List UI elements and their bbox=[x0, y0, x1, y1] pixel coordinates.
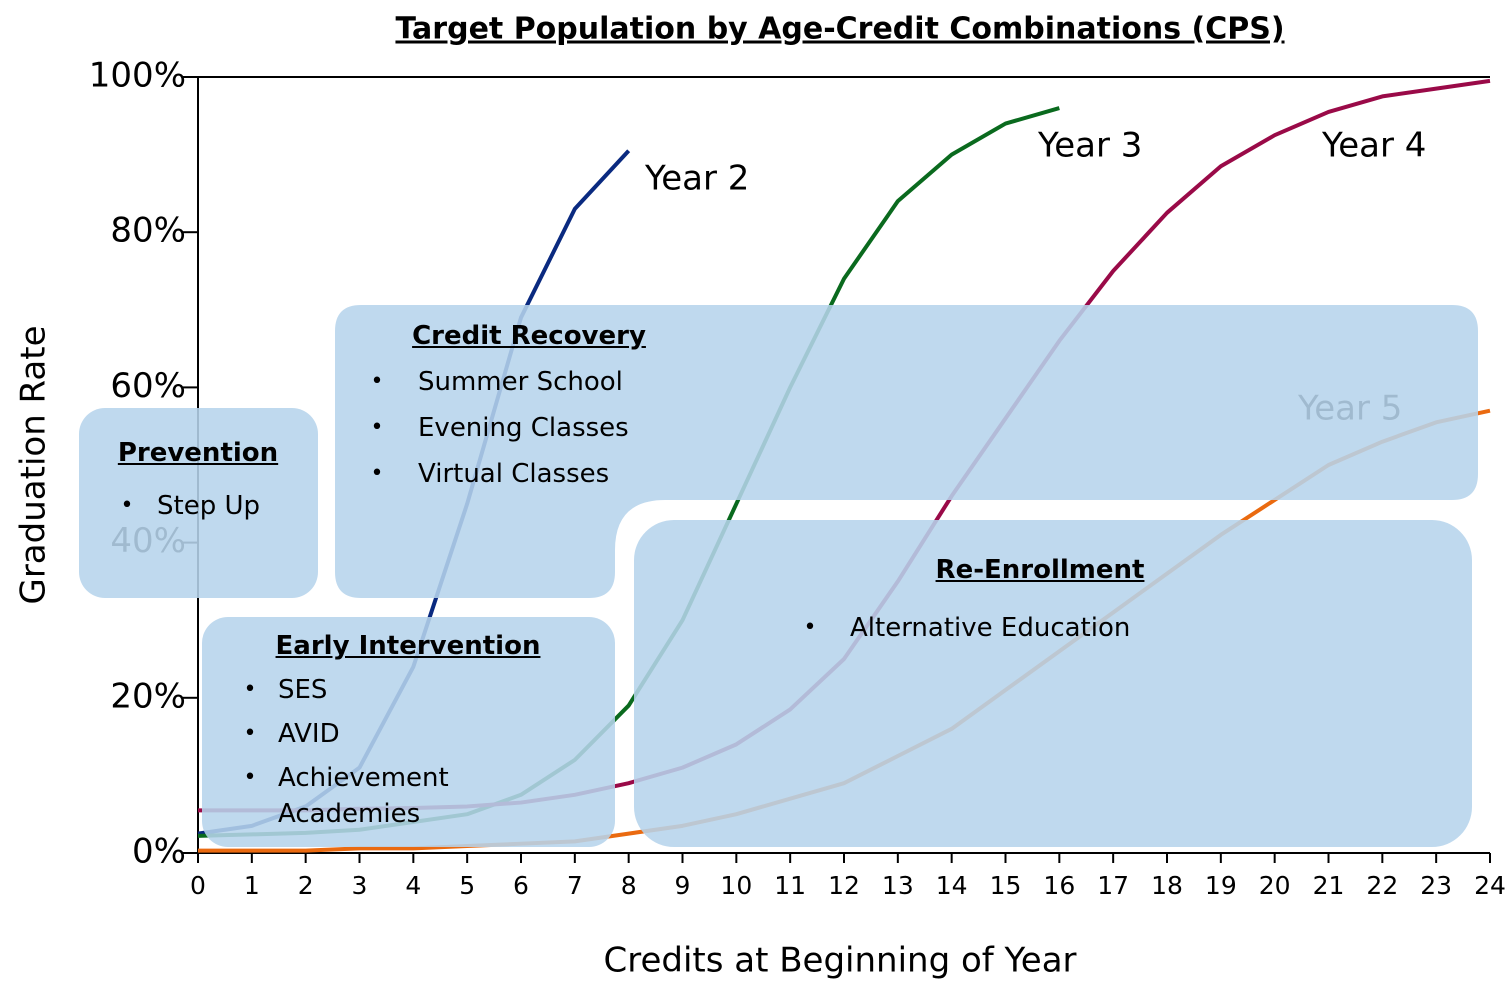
bullet: • bbox=[370, 461, 384, 486]
x-tick-label: 12 bbox=[828, 871, 860, 900]
x-tick-label: 5 bbox=[459, 871, 475, 900]
x-tick-label: 3 bbox=[352, 871, 368, 900]
x-tick-label: 22 bbox=[1366, 871, 1398, 900]
annotation-item: SES bbox=[278, 675, 328, 705]
annotation-title: Credit Recovery bbox=[412, 321, 646, 351]
x-tick-label: 21 bbox=[1313, 871, 1345, 900]
x-tick-label: 19 bbox=[1205, 871, 1237, 900]
x-tick-label: 8 bbox=[621, 871, 637, 900]
annotation-item: Virtual Classes bbox=[418, 459, 610, 489]
x-tick-label: 7 bbox=[567, 871, 583, 900]
annotation-title: Prevention bbox=[117, 438, 279, 468]
series-label: Year 3 bbox=[1037, 126, 1142, 166]
x-tick-label: 18 bbox=[1151, 871, 1183, 900]
annotation-item: Achievement Academies bbox=[278, 763, 449, 829]
annotation-item: Summer School bbox=[418, 367, 623, 397]
x-tick-label: 4 bbox=[405, 871, 421, 900]
x-tick-label: 11 bbox=[774, 871, 806, 900]
x-tick-label: 10 bbox=[720, 871, 752, 900]
bullet: • bbox=[803, 615, 817, 640]
annotation-item: Evening Classes bbox=[418, 413, 629, 443]
annotation-box bbox=[634, 520, 1472, 847]
x-tick-label: 9 bbox=[675, 871, 691, 900]
x-tick-label: 2 bbox=[298, 871, 314, 900]
x-tick-label: 23 bbox=[1420, 871, 1452, 900]
series-label: Year 2 bbox=[644, 159, 749, 199]
annotation-item: Step Up bbox=[157, 491, 260, 521]
x-tick-label: 17 bbox=[1097, 871, 1129, 900]
annotation-title: Early Intervention bbox=[275, 631, 541, 661]
series-label: Year 4 bbox=[1321, 126, 1426, 166]
bullet: • bbox=[243, 765, 257, 790]
annotation-item: Alternative Education bbox=[850, 613, 1131, 643]
x-axis-label: Credits at Beginning of Year bbox=[603, 941, 1076, 981]
x-tick-label: 24 bbox=[1474, 871, 1506, 900]
x-tick-label: 20 bbox=[1259, 871, 1291, 900]
y-tick-label: 0% bbox=[132, 832, 186, 872]
y-tick-label: 100% bbox=[89, 56, 186, 96]
x-tick-label: 15 bbox=[990, 871, 1022, 900]
annotation-box bbox=[335, 305, 1478, 598]
annotation-box bbox=[79, 408, 318, 598]
bullet: • bbox=[120, 493, 134, 518]
y-axis-label: Graduation Rate bbox=[14, 325, 54, 604]
x-tick-label: 13 bbox=[882, 871, 914, 900]
bullet: • bbox=[370, 415, 384, 440]
y-tick-label: 60% bbox=[110, 366, 186, 406]
annotation-item: AVID bbox=[278, 719, 340, 749]
x-tick-label: 1 bbox=[244, 871, 260, 900]
x-tick-label: 6 bbox=[513, 871, 529, 900]
y-tick-label: 80% bbox=[110, 211, 186, 251]
x-tick-label: 16 bbox=[1043, 871, 1075, 900]
y-tick-label: 20% bbox=[110, 676, 186, 716]
annotation-box bbox=[202, 617, 615, 847]
bullet: • bbox=[243, 721, 257, 746]
bullet: • bbox=[370, 369, 384, 394]
bullet: • bbox=[243, 677, 257, 702]
chart-title: Target Population by Age-Credit Combinat… bbox=[395, 12, 1284, 47]
annotation-title: Re-Enrollment bbox=[935, 555, 1145, 585]
x-tick-label: 14 bbox=[936, 871, 968, 900]
x-tick-label: 0 bbox=[190, 871, 206, 900]
